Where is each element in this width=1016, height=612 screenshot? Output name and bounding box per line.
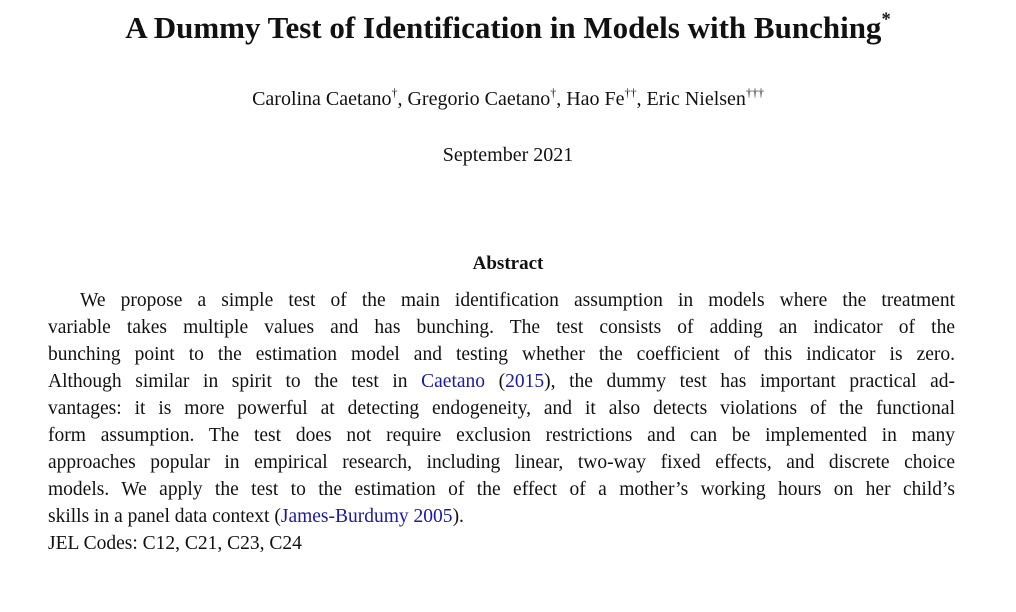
jel-codes: JEL Codes: C12, C21, C23, C24 — [48, 533, 302, 554]
text: ( — [485, 371, 506, 392]
abstract-line: models. We apply the test to the estimat… — [48, 479, 955, 501]
authors: Carolina Caetano†, Gregorio Caetano†, Ha… — [0, 85, 1016, 111]
abstract-line: approaches popular in empirical research… — [48, 452, 955, 474]
date: September 2021 — [442, 144, 574, 166]
citation-link[interactable]: Caetano — [421, 371, 486, 392]
author-separator: , — [556, 88, 567, 110]
abstract-line: Although similar in spirit to the test i… — [48, 371, 955, 393]
text: variable takes multiple values and has b… — [48, 317, 955, 338]
text: models. We apply the test to the estimat… — [48, 479, 955, 500]
author-separator: , — [636, 88, 647, 110]
text: Although similar in spirit to the test i… — [48, 371, 422, 392]
title-block: A Dummy Test of Identification in Models… — [0, 10, 1016, 46]
text: ). — [452, 506, 464, 527]
abstract-heading: Abstract — [472, 253, 544, 274]
citation-link[interactable]: 2015 — [505, 371, 545, 392]
text: We propose a simple test of the main ide… — [80, 290, 955, 311]
author-name: Carolina Caetano — [252, 88, 392, 110]
text: skills in a panel data context ( — [48, 506, 281, 527]
text: approaches popular in empirical research… — [48, 452, 955, 473]
author-separator: , — [397, 88, 408, 110]
author-name: Eric Nielsen — [646, 88, 746, 110]
abstract-line: bunching point to the estimation model a… — [48, 344, 955, 366]
author-name: Gregorio Caetano — [407, 88, 551, 110]
abstract-line: We propose a simple test of the main ide… — [80, 290, 955, 312]
text: bunching point to the estimation model a… — [48, 344, 955, 365]
author-mark: ††† — [745, 85, 764, 100]
abstract-line: vantages: it is more powerful at detecti… — [48, 398, 955, 420]
abstract-line: form assumption. The test does not requi… — [48, 425, 955, 447]
text: ), the dummy test has important practica… — [544, 371, 955, 392]
author-mark: † — [550, 85, 557, 100]
abstract-line: variable takes multiple values and has b… — [48, 317, 955, 339]
text: vantages: it is more powerful at detecti… — [48, 398, 955, 419]
title: A Dummy Test of Identification in Models… — [125, 10, 882, 45]
author-mark: † — [391, 85, 398, 100]
abstract-line: skills in a panel data context (James-Bu… — [48, 506, 464, 528]
citation-link[interactable]: James-Burdumy 2005 — [280, 506, 453, 527]
text: form assumption. The test does not requi… — [48, 425, 955, 446]
author-mark: †† — [624, 85, 637, 100]
author-name: Hao Fe — [566, 88, 625, 110]
title-mark: * — [881, 8, 891, 30]
